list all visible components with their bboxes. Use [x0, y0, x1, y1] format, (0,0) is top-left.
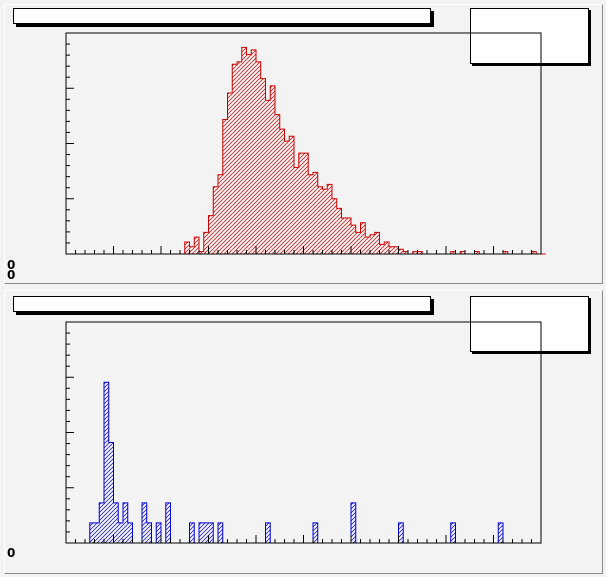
bar — [218, 522, 223, 543]
bar — [213, 186, 218, 254]
bar — [313, 172, 318, 254]
bar — [403, 251, 408, 254]
bar — [99, 502, 104, 543]
bar — [203, 232, 209, 254]
bar — [503, 251, 508, 254]
bar — [232, 64, 237, 254]
bar — [332, 198, 337, 254]
bar — [379, 244, 385, 254]
bar — [218, 174, 223, 254]
bar — [351, 225, 356, 254]
bar — [294, 167, 299, 254]
bar — [531, 251, 537, 254]
title-box — [13, 296, 431, 312]
series-line — [66, 381, 541, 544]
bar — [398, 249, 404, 254]
bar — [208, 522, 214, 543]
bar — [104, 382, 109, 543]
bar — [94, 522, 100, 543]
bar — [184, 241, 190, 254]
bar — [251, 49, 256, 254]
bar — [289, 136, 294, 254]
bar — [189, 246, 195, 254]
bar — [313, 522, 318, 543]
stats-box — [470, 296, 589, 352]
bar — [118, 522, 123, 543]
bar — [127, 522, 133, 543]
bar — [108, 442, 114, 543]
pad-bottom: 0 — [4, 290, 603, 574]
bar — [355, 232, 361, 254]
bar — [303, 153, 309, 254]
histogram-top — [65, 32, 546, 255]
bars — [184, 47, 537, 255]
bar — [142, 502, 147, 543]
bar — [474, 251, 480, 254]
bar — [317, 186, 323, 254]
bar — [450, 522, 456, 543]
bar — [284, 141, 290, 254]
bar — [265, 522, 271, 543]
plot-frame — [65, 321, 542, 544]
bar — [227, 93, 233, 254]
bar — [360, 222, 366, 254]
histogram-bottom — [65, 321, 542, 544]
bar — [370, 234, 375, 254]
bar — [450, 251, 456, 254]
bar — [389, 246, 394, 254]
bar — [89, 522, 95, 543]
bar — [398, 522, 404, 543]
bar — [374, 232, 380, 254]
y-tick-label: 0 — [7, 268, 16, 282]
pad-top: 0 0 — [4, 4, 603, 284]
bar — [275, 114, 280, 254]
bar — [246, 54, 252, 254]
bar — [165, 502, 171, 543]
bar — [412, 251, 418, 254]
y-tick-label: 0 — [7, 546, 16, 560]
bar — [341, 217, 347, 254]
bar — [156, 522, 161, 543]
bar — [351, 502, 356, 543]
bar — [298, 153, 304, 254]
stats-box — [470, 8, 589, 64]
bar — [199, 522, 204, 543]
bar — [194, 237, 199, 254]
bar — [308, 174, 313, 254]
bar — [365, 237, 370, 254]
bar — [322, 189, 328, 254]
bar — [146, 522, 152, 543]
bar — [327, 184, 332, 254]
bar — [203, 522, 209, 543]
bar — [222, 119, 228, 254]
bar — [279, 129, 285, 254]
bar — [384, 241, 389, 254]
bar — [237, 61, 242, 255]
bar — [199, 251, 204, 254]
title-box — [13, 8, 431, 24]
bar — [417, 251, 423, 254]
bar — [393, 246, 399, 254]
bar — [270, 85, 275, 254]
bar — [460, 251, 465, 254]
bar — [336, 208, 342, 254]
bar — [123, 502, 128, 543]
bar — [189, 522, 195, 543]
bar — [498, 522, 503, 543]
y-tick-label: 0 — [7, 258, 16, 272]
bar — [208, 215, 214, 254]
bar — [265, 100, 271, 255]
bar — [260, 78, 266, 255]
bar — [256, 61, 261, 255]
bar — [346, 217, 351, 254]
bar — [113, 502, 119, 543]
bars — [89, 382, 503, 543]
bar — [241, 47, 247, 255]
